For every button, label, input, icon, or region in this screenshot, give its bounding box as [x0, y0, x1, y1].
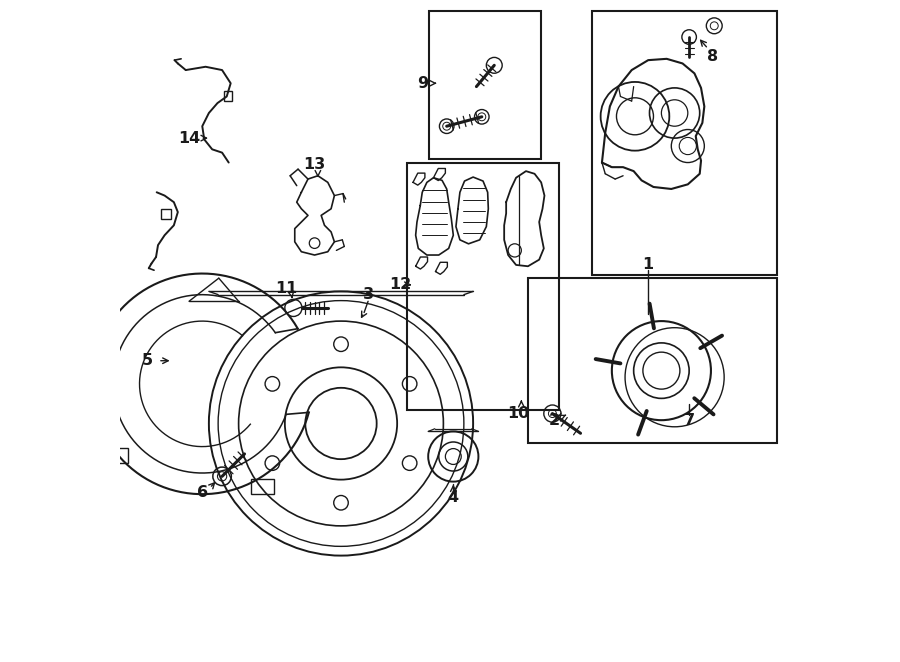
- Bar: [528, 278, 777, 444]
- Text: 7: 7: [684, 412, 695, 428]
- Text: 11: 11: [275, 281, 297, 295]
- Text: 9: 9: [417, 75, 428, 91]
- Text: 3: 3: [363, 287, 374, 302]
- Text: 8: 8: [707, 50, 718, 64]
- Text: 12: 12: [390, 277, 411, 292]
- Text: 13: 13: [303, 157, 326, 172]
- Bar: [251, 479, 274, 494]
- Bar: [429, 11, 541, 160]
- Text: 10: 10: [508, 406, 530, 421]
- Bar: [104, 448, 129, 463]
- Bar: [161, 209, 171, 218]
- Text: 2: 2: [549, 413, 565, 428]
- Bar: [592, 11, 777, 275]
- Bar: [224, 91, 232, 101]
- Text: 5: 5: [142, 354, 153, 368]
- Text: 14: 14: [178, 130, 200, 146]
- Text: 1: 1: [643, 258, 653, 273]
- Bar: [407, 163, 559, 410]
- Text: 4: 4: [447, 490, 459, 505]
- Text: 6: 6: [197, 485, 208, 500]
